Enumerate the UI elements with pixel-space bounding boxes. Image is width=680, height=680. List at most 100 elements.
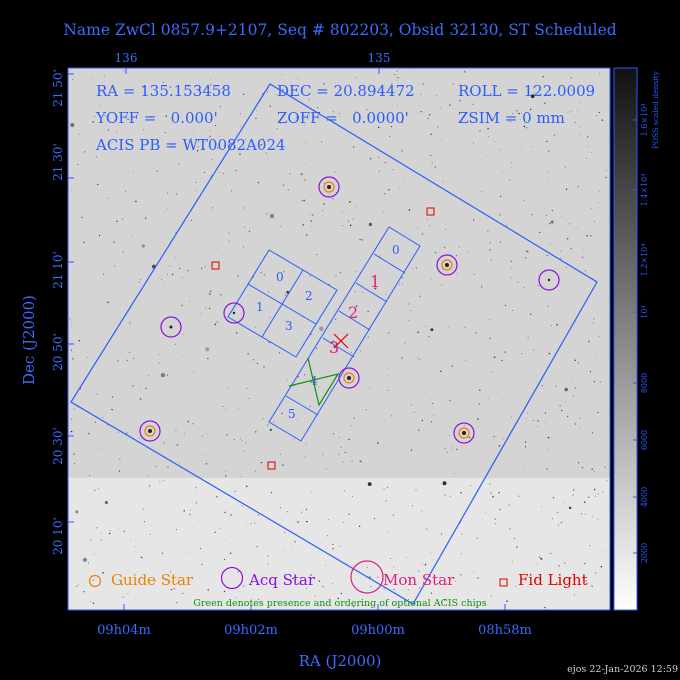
background-star	[190, 509, 192, 511]
acq-star	[223, 302, 245, 324]
background-star	[304, 179, 306, 181]
background-star	[246, 388, 248, 390]
background-star	[122, 218, 124, 220]
background-star	[187, 467, 189, 469]
background-star	[348, 220, 350, 222]
background-star	[383, 588, 385, 590]
background-star	[304, 124, 306, 126]
background-star	[169, 571, 171, 573]
background-star	[451, 365, 453, 367]
background-star	[494, 140, 496, 143]
background-star	[184, 433, 186, 435]
background-star	[248, 398, 250, 400]
background-star	[305, 311, 307, 313]
background-star	[245, 236, 247, 237]
background-star	[267, 555, 269, 557]
background-star	[106, 424, 109, 426]
background-star	[188, 573, 190, 575]
background-star	[590, 234, 592, 237]
background-star	[582, 249, 584, 251]
background-star	[218, 172, 220, 174]
background-star	[391, 415, 392, 417]
background-star	[397, 113, 399, 115]
background-star	[87, 562, 89, 564]
background-star	[161, 278, 163, 280]
background-star	[134, 546, 136, 548]
background-star	[111, 142, 113, 144]
background-star	[149, 533, 151, 535]
background-star	[351, 496, 353, 498]
background-star	[77, 163, 79, 166]
background-star	[579, 417, 581, 419]
background-star	[512, 113, 514, 115]
background-star	[242, 246, 245, 248]
background-star	[234, 597, 236, 598]
background-star	[577, 186, 579, 188]
background-star	[461, 533, 463, 535]
background-star	[498, 445, 501, 447]
background-star	[71, 78, 73, 80]
background-star	[526, 250, 528, 252]
background-star	[210, 290, 212, 292]
background-star	[215, 142, 217, 144]
background-star	[103, 75, 105, 77]
background-star	[78, 339, 81, 342]
background-star	[499, 195, 502, 198]
background-star	[323, 203, 325, 205]
background-star	[230, 190, 233, 192]
background-star	[523, 200, 525, 202]
background-star	[417, 331, 419, 334]
background-star	[338, 112, 341, 115]
background-star	[536, 284, 538, 287]
background-star	[203, 171, 206, 174]
background-star	[224, 558, 226, 561]
background-star	[280, 453, 282, 455]
background-star	[269, 317, 271, 318]
background-star	[92, 79, 94, 81]
background-star	[552, 497, 555, 499]
background-star	[359, 350, 361, 352]
background-star	[397, 76, 399, 79]
background-star	[354, 76, 356, 79]
background-star	[144, 521, 146, 523]
background-star	[314, 595, 316, 597]
background-star	[434, 251, 437, 254]
background-star	[282, 89, 284, 91]
background-star	[487, 398, 489, 400]
background-star	[139, 437, 141, 439]
background-star	[503, 399, 505, 401]
background-star	[325, 564, 327, 566]
background-star	[269, 105, 272, 108]
background-star	[527, 337, 529, 339]
background-star	[73, 453, 75, 455]
background-star	[175, 257, 177, 259]
background-star	[387, 367, 389, 369]
background-star	[207, 433, 209, 435]
background-star	[489, 381, 491, 383]
background-star	[597, 493, 599, 495]
background-star	[370, 585, 372, 588]
background-star	[354, 205, 356, 207]
background-star	[175, 429, 177, 431]
background-star	[266, 91, 269, 93]
background-star	[247, 353, 249, 355]
background-star	[597, 518, 599, 520]
background-star	[82, 557, 87, 562]
background-star	[550, 552, 552, 554]
background-star	[174, 343, 176, 345]
background-star	[129, 320, 130, 322]
background-star	[441, 284, 443, 286]
background-star	[297, 419, 299, 421]
background-star	[349, 224, 352, 227]
background-star	[422, 563, 424, 565]
background-star	[563, 562, 566, 564]
background-star	[538, 285, 540, 286]
background-star	[422, 83, 424, 85]
background-star	[129, 322, 131, 324]
background-star	[589, 371, 591, 373]
background-star	[130, 539, 132, 541]
background-star	[498, 491, 500, 494]
background-star	[409, 310, 411, 312]
background-star	[260, 144, 262, 146]
ccd-i0-label: 0	[276, 270, 284, 284]
